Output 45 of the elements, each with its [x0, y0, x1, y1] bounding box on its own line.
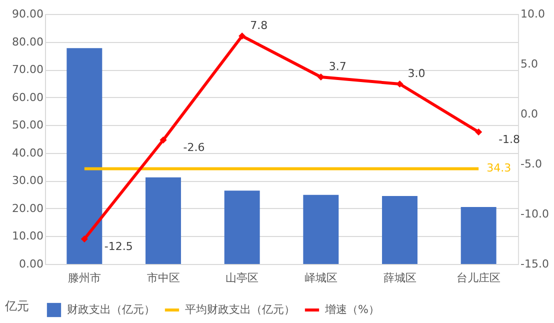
y-tick-label: 30.00 — [12, 174, 44, 188]
bar — [303, 194, 339, 264]
y-tick-label: 60.00 — [12, 90, 44, 104]
x-tick-label: 山亭区 — [226, 272, 259, 284]
y-tick-label: 0.00 — [19, 258, 44, 270]
x-tick-label: 滕州市 — [68, 272, 101, 284]
data-label: 3.0 — [408, 67, 426, 80]
y-tick-label: 50.00 — [12, 118, 44, 132]
data-label: 3.7 — [328, 60, 346, 73]
y2-tick-label: -10.0 — [520, 208, 549, 220]
y-tick-label: 40.00 — [12, 146, 44, 160]
x-tick-label: 峄城区 — [304, 272, 338, 284]
point — [317, 73, 324, 81]
point — [475, 128, 482, 136]
y-tick-label: 70.00 — [12, 63, 44, 76]
y2-tick-label: 10.0 — [520, 8, 545, 20]
bar — [224, 190, 260, 264]
data-label: -12.5 — [104, 240, 133, 253]
y-tick-label: 10.00 — [12, 230, 44, 243]
y2-tick-label: 0.0 — [520, 108, 538, 120]
y2-tick-label: -15.0 — [520, 258, 549, 270]
data-label: -1.8 — [498, 133, 520, 146]
legend-label: 增速（%） — [324, 303, 380, 316]
x-tick-label: 市中区 — [146, 272, 180, 284]
bar — [382, 196, 418, 264]
point — [396, 80, 404, 88]
bar — [460, 207, 496, 264]
y-tick-label: 20.00 — [12, 202, 44, 215]
y-tick-label: 80.00 — [12, 35, 44, 48]
x-tick-label: 台儿庄区 — [456, 272, 501, 284]
legend-label: 财政支出（亿元） — [67, 303, 155, 316]
legend-label: 平均财政支出（亿元） — [185, 303, 295, 316]
data-label: 7.8 — [250, 19, 268, 32]
y2-tick-label: -5.0 — [520, 158, 542, 170]
y-axis-title: 亿元 — [4, 299, 29, 313]
data-label: 34.3 — [486, 162, 512, 175]
y2-tick-label: 5.0 — [520, 58, 538, 70]
point — [238, 32, 246, 40]
bar — [146, 177, 181, 264]
y-tick-label: 90.00 — [12, 8, 44, 20]
point — [80, 235, 88, 243]
data-label: -2.6 — [183, 141, 205, 154]
bar — [66, 48, 102, 264]
x-tick-label: 薛城区 — [383, 272, 416, 284]
point — [160, 136, 167, 144]
